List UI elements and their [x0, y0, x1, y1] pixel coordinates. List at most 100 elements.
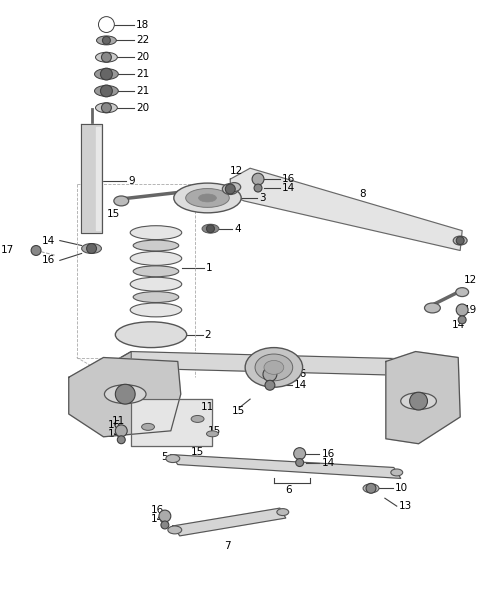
Ellipse shape: [82, 244, 101, 253]
Ellipse shape: [277, 508, 289, 516]
Circle shape: [100, 85, 112, 97]
Ellipse shape: [245, 348, 302, 387]
Text: 16: 16: [322, 448, 335, 459]
Text: 14: 14: [282, 183, 295, 193]
Text: 8: 8: [359, 189, 366, 199]
Text: 4: 4: [234, 224, 241, 234]
Ellipse shape: [264, 361, 284, 375]
Polygon shape: [81, 124, 102, 233]
Polygon shape: [173, 508, 286, 536]
Text: 15: 15: [232, 406, 245, 416]
Text: 16: 16: [282, 174, 295, 184]
Ellipse shape: [133, 240, 179, 251]
Ellipse shape: [96, 52, 117, 62]
Ellipse shape: [363, 484, 379, 493]
Ellipse shape: [424, 303, 440, 313]
Text: 17: 17: [1, 245, 14, 256]
Text: 5: 5: [161, 451, 168, 462]
Text: 7: 7: [224, 541, 231, 551]
Circle shape: [252, 173, 264, 185]
Text: 9: 9: [128, 176, 135, 186]
Circle shape: [456, 304, 468, 316]
Ellipse shape: [115, 322, 187, 348]
Ellipse shape: [456, 288, 468, 296]
Ellipse shape: [255, 354, 293, 381]
Circle shape: [159, 510, 171, 522]
Polygon shape: [104, 351, 131, 387]
Circle shape: [115, 425, 127, 437]
Text: 14: 14: [151, 514, 164, 524]
Ellipse shape: [95, 85, 118, 96]
Circle shape: [294, 448, 306, 459]
Text: 15: 15: [107, 209, 120, 219]
Text: 12: 12: [230, 166, 243, 176]
Text: 20: 20: [136, 103, 149, 113]
Ellipse shape: [133, 266, 179, 277]
Circle shape: [98, 16, 114, 33]
Ellipse shape: [114, 196, 129, 206]
Circle shape: [101, 19, 111, 30]
Polygon shape: [171, 454, 401, 478]
Circle shape: [263, 367, 277, 381]
Ellipse shape: [95, 68, 118, 79]
Circle shape: [86, 244, 96, 253]
Ellipse shape: [130, 225, 182, 239]
Ellipse shape: [453, 236, 467, 245]
Circle shape: [225, 184, 235, 194]
Ellipse shape: [96, 103, 117, 113]
Ellipse shape: [202, 224, 219, 233]
Text: 3: 3: [259, 193, 265, 203]
Polygon shape: [69, 358, 181, 437]
Text: 22: 22: [136, 35, 149, 45]
Ellipse shape: [142, 424, 155, 430]
Ellipse shape: [133, 291, 179, 302]
Text: 11: 11: [201, 402, 214, 412]
Text: 11: 11: [111, 416, 125, 426]
Circle shape: [100, 68, 112, 80]
Ellipse shape: [105, 385, 146, 404]
Circle shape: [456, 236, 464, 245]
Text: 2: 2: [204, 330, 211, 340]
Circle shape: [254, 184, 262, 192]
Circle shape: [101, 103, 111, 113]
Ellipse shape: [130, 277, 182, 291]
Circle shape: [296, 459, 304, 467]
Text: 21: 21: [136, 86, 149, 96]
Ellipse shape: [228, 182, 240, 191]
Ellipse shape: [191, 416, 204, 422]
Ellipse shape: [96, 36, 116, 45]
Ellipse shape: [174, 183, 241, 213]
Ellipse shape: [199, 194, 216, 202]
Text: 19: 19: [464, 305, 478, 315]
Circle shape: [366, 484, 376, 493]
Circle shape: [458, 316, 466, 324]
Text: 16: 16: [42, 255, 55, 265]
Text: 12: 12: [464, 275, 478, 285]
Circle shape: [101, 52, 111, 62]
Circle shape: [31, 245, 41, 256]
Ellipse shape: [166, 454, 180, 462]
Circle shape: [115, 384, 135, 404]
Text: 10: 10: [395, 484, 408, 493]
Circle shape: [102, 36, 110, 44]
Text: 16: 16: [294, 369, 307, 379]
Polygon shape: [230, 168, 462, 250]
Circle shape: [117, 436, 125, 444]
Polygon shape: [403, 359, 431, 392]
Ellipse shape: [206, 431, 218, 437]
Text: 16: 16: [151, 505, 164, 515]
Text: 21: 21: [136, 69, 149, 79]
Text: 18: 18: [136, 19, 149, 30]
Text: 13: 13: [399, 501, 412, 511]
Ellipse shape: [168, 526, 182, 534]
Circle shape: [265, 381, 275, 390]
Ellipse shape: [130, 251, 182, 265]
Text: 14: 14: [108, 429, 120, 439]
Text: 6: 6: [285, 485, 291, 495]
Text: 14: 14: [42, 236, 55, 245]
Text: 15: 15: [207, 426, 221, 436]
Circle shape: [409, 392, 428, 410]
Text: 16: 16: [108, 420, 120, 430]
Text: 14: 14: [452, 320, 466, 330]
Text: 1: 1: [205, 264, 212, 273]
